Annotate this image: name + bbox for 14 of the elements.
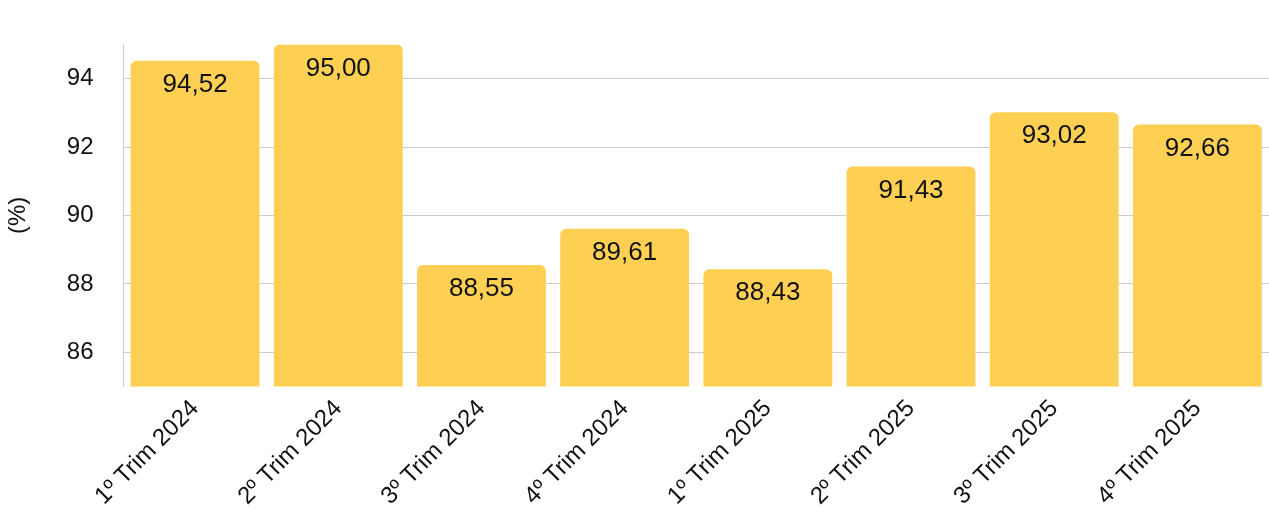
data-label: 88,55 (448, 272, 514, 303)
y-tick-label: 92 (66, 131, 94, 159)
y-tick-label: 86 (66, 336, 94, 364)
y-tick-label: 90 (66, 200, 94, 228)
data-label: 94,52 (162, 67, 228, 98)
y-tick-label: 88 (66, 268, 94, 296)
data-label: 89,61 (592, 235, 658, 266)
y-axis-title: (%) (3, 196, 31, 235)
data-label: 95,00 (305, 51, 371, 82)
data-label: 88,43 (735, 276, 801, 307)
data-label: 92,66 (1164, 131, 1230, 162)
data-label: 91,43 (878, 173, 944, 204)
data-label: 93,02 (1021, 119, 1087, 150)
y-tick-label: 94 (66, 63, 94, 91)
